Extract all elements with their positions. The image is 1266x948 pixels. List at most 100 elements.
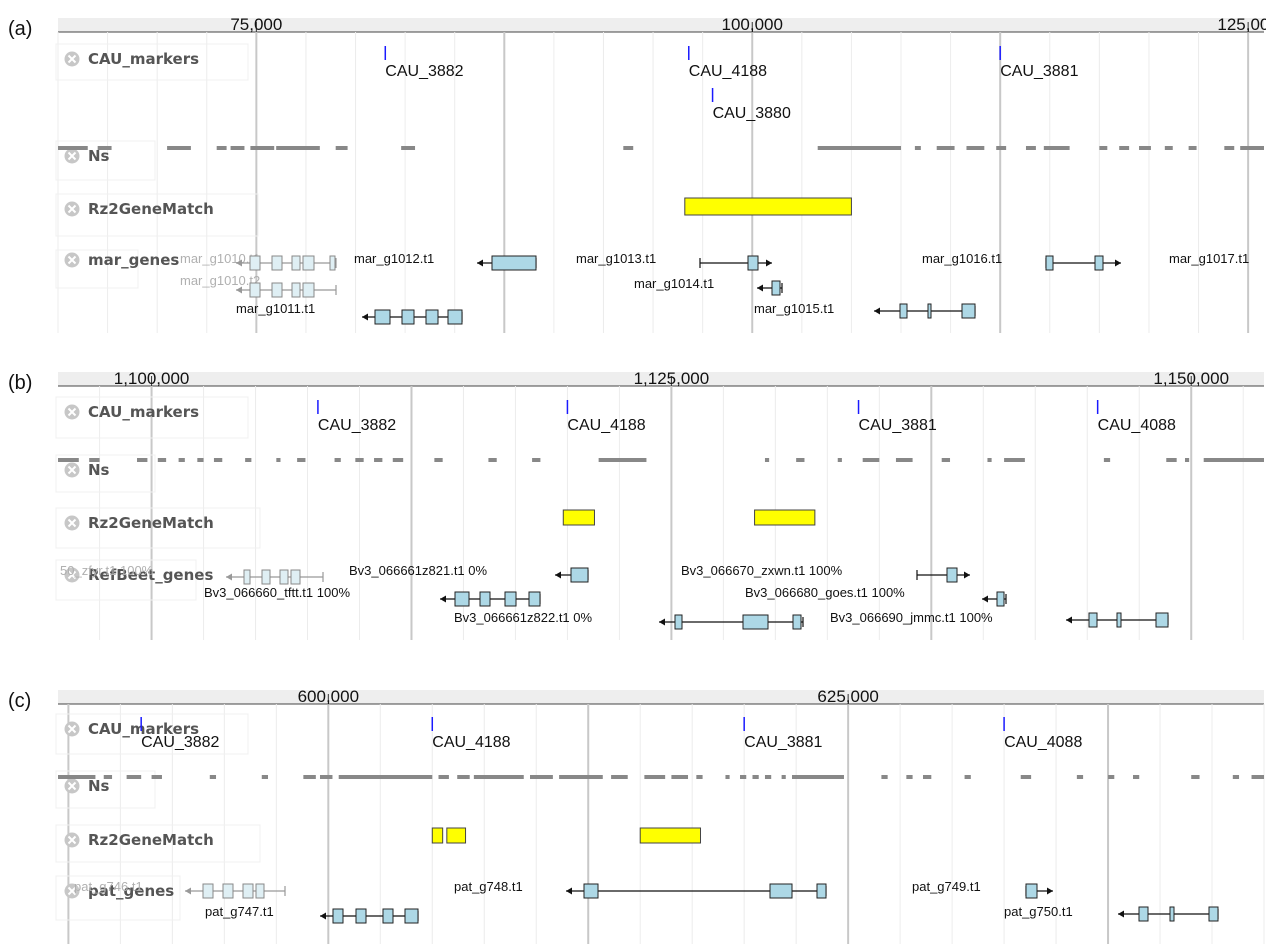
ns-block	[611, 775, 628, 779]
track-header-cau-markers[interactable]: CAU_markers	[64, 403, 200, 421]
track-header-ns[interactable]: Ns	[64, 147, 110, 165]
marker-label[interactable]: CAU_3882	[385, 63, 463, 80]
marker-label[interactable]: CAU_3881	[744, 734, 822, 751]
gene-label[interactable]: mar_g1010.t2	[180, 273, 260, 288]
gene-label[interactable]: Bv3_066690_jmmc.t1 100%	[830, 610, 993, 625]
gene-label[interactable]: mar_g1013.t1	[576, 251, 656, 266]
track-header-rz2genematch[interactable]: Rz2GeneMatch	[64, 514, 214, 532]
marker-label[interactable]: CAU_4188	[567, 417, 645, 434]
track-label-frame	[55, 559, 197, 601]
gene-feature[interactable]: mar_g1013.t1	[576, 251, 772, 271]
marker-label[interactable]: CAU_4188	[432, 734, 510, 751]
gene-exon	[404, 908, 419, 924]
track-name: RefBeet_genes	[88, 566, 213, 584]
ns-block	[837, 458, 842, 462]
marker-label[interactable]: CAU_3881	[1000, 63, 1078, 80]
gene-label[interactable]: mar_g1010.t1	[180, 251, 260, 266]
gene-feature[interactable]: Bv3_066670_zxwn.t1 100%	[681, 563, 970, 583]
gene-label[interactable]: pat_g748.t1	[454, 879, 523, 894]
ns-block	[1188, 146, 1197, 150]
gene-feature[interactable]: pat_g746.t1	[74, 879, 286, 899]
gene-feature[interactable]: pat_g748.t1	[454, 879, 827, 899]
gene-feature[interactable]: Bv3_066661z821.t1 0%	[349, 563, 589, 583]
track-header-refbeet-genes[interactable]: RefBeet_genes	[64, 566, 214, 584]
gene-label[interactable]: 50_zfyr.t1 100%	[60, 563, 154, 578]
ns-block	[245, 458, 252, 462]
gene-feature[interactable]: Bv3_066660_tftt.t1 100%	[204, 585, 541, 607]
gene-match-block[interactable]	[446, 827, 467, 844]
gene-exon	[279, 569, 289, 585]
gene-exon	[329, 255, 336, 271]
gene-exon	[425, 309, 439, 325]
gene-feature[interactable]: 50_zfyr.t1 100%	[60, 563, 324, 585]
gene-label[interactable]: mar_g1012.t1	[354, 251, 434, 266]
gene-label[interactable]: pat_g747.t1	[205, 904, 274, 919]
gene-exon	[1116, 612, 1122, 628]
track-header-rz2genematch[interactable]: Rz2GeneMatch	[64, 831, 214, 849]
gene-label[interactable]: mar_g1014.t1	[634, 276, 714, 291]
panel-a: (a) 75,000 100,000 125,000 CAU_markers Ns Rz2G…	[8, 15, 1266, 333]
gene-label[interactable]: Bv3_066670_zxwn.t1 100%	[681, 563, 843, 578]
gene-label[interactable]: mar_g1016.t1	[922, 251, 1002, 266]
marker-label[interactable]: CAU_3882	[141, 734, 219, 751]
gene-feature[interactable]: mar_g1015.t1	[754, 301, 976, 319]
gene-exon	[1025, 883, 1038, 899]
gene-feature[interactable]: mar_g1016.t1	[922, 251, 1121, 271]
gene-match-block[interactable]	[562, 509, 595, 526]
track-label-frame	[55, 454, 156, 493]
gene-label[interactable]: Bv3_066661z821.t1 0%	[349, 563, 487, 578]
gene-exon	[961, 303, 976, 319]
gene-label[interactable]: pat_g749.t1	[912, 879, 981, 894]
track-header-pat-genes[interactable]: pat_genes	[64, 882, 175, 900]
gene-label[interactable]: Bv3_066680_goes.t1 100%	[745, 585, 905, 600]
gene-feature[interactable]: pat_g749.t1	[912, 879, 1053, 899]
track-header-mar-genes[interactable]: mar_genes	[64, 251, 180, 269]
gene-feature[interactable]: mar_g1014.t1	[634, 276, 783, 296]
ns-block	[895, 458, 913, 462]
marker-label[interactable]: CAU_4188	[689, 63, 767, 80]
gene-label[interactable]: mar_g1011.t1	[236, 301, 315, 316]
close-icon-cross	[67, 407, 77, 417]
track-header-cau-markers[interactable]: CAU_markers	[64, 720, 200, 738]
gene-match-block[interactable]	[639, 827, 702, 844]
gene-feature[interactable]: Bv3_066661z822.t1 0%	[454, 610, 804, 630]
gene-match-block[interactable]	[754, 509, 816, 526]
track-header-ns[interactable]: Ns	[64, 777, 110, 795]
marker-label[interactable]: CAU_3882	[318, 417, 396, 434]
ns-block	[987, 458, 992, 462]
gene-exon	[1094, 255, 1104, 271]
gene-feature[interactable]: Bv3_066690_jmmc.t1 100%	[830, 610, 1169, 628]
marker-label[interactable]: CAU_3881	[859, 417, 937, 434]
panel-label: (b)	[8, 372, 32, 394]
gene-feature[interactable]: mar_g1011.t1	[236, 301, 463, 325]
gene-feature[interactable]: mar_g1010.t2	[180, 273, 337, 298]
strand-arrow-icon	[1066, 616, 1072, 624]
marker-label[interactable]: CAU_4088	[1004, 734, 1082, 751]
gene-label[interactable]: mar_g1017.t1	[1169, 251, 1249, 266]
gene-label[interactable]: Bv3_066661z822.t1 0%	[454, 610, 592, 625]
gene-feature[interactable]: mar_g1010.t1	[180, 251, 337, 271]
gene-exon	[291, 282, 301, 298]
ns-block	[1232, 775, 1240, 779]
gene-label[interactable]: pat_g746.t1	[74, 879, 143, 894]
gene-exon	[243, 569, 251, 585]
ns-block	[197, 458, 204, 462]
gene-feature[interactable]: pat_g750.t1	[1004, 904, 1219, 922]
gene-feature[interactable]: mar_g1012.t1	[354, 251, 537, 271]
ns-block	[791, 775, 844, 779]
track-header-cau-markers[interactable]: CAU_markers	[64, 50, 200, 68]
marker-label[interactable]: CAU_3880	[713, 105, 791, 122]
gene-feature[interactable]: pat_g747.t1	[205, 904, 419, 924]
track-header-rz2genematch[interactable]: Rz2GeneMatch	[64, 200, 214, 218]
gene-match-block[interactable]	[684, 197, 852, 216]
marker-label[interactable]: CAU_4088	[1098, 417, 1176, 434]
gene-exon	[382, 908, 394, 924]
track-header-ns[interactable]: Ns	[64, 461, 110, 479]
gene-label[interactable]: Bv3_066660_tftt.t1 100%	[204, 585, 350, 600]
gene-match-block[interactable]	[431, 827, 444, 844]
gene-feature[interactable]: Bv3_066680_goes.t1 100%	[745, 585, 1007, 607]
gene-label[interactable]: mar_g1015.t1	[754, 301, 834, 316]
gene-feature[interactable]: mar_g1017.t1	[1169, 251, 1249, 266]
ns-block	[401, 146, 416, 150]
gene-label[interactable]: pat_g750.t1	[1004, 904, 1073, 919]
